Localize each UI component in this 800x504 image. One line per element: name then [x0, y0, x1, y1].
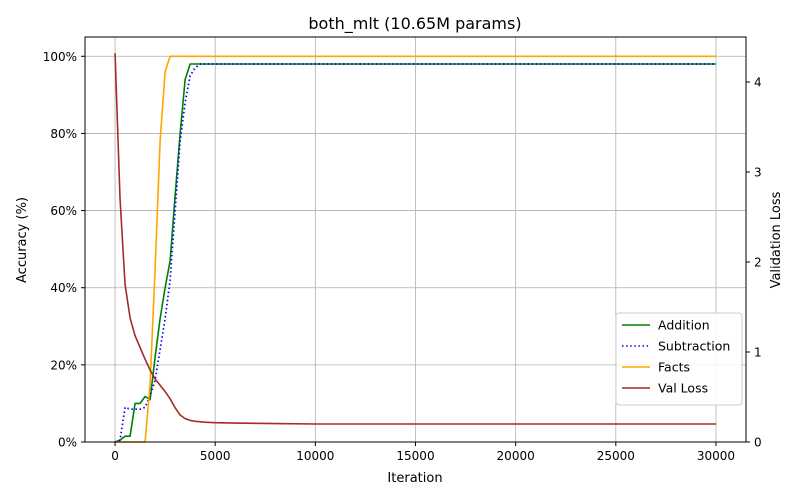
x-axis-label: Iteration — [387, 471, 442, 486]
legend-label: Subtraction — [658, 339, 730, 354]
y2-tick-label: 1 — [754, 346, 762, 360]
x-tick-label: 20000 — [497, 449, 535, 463]
legend-box — [615, 312, 743, 406]
x-tick-label: 15000 — [396, 449, 434, 463]
y2-tick-label: 3 — [754, 166, 762, 180]
x-tick-label: 5000 — [200, 449, 231, 463]
x-tick-label: 10000 — [296, 449, 334, 463]
y-tick-label: 0% — [58, 436, 77, 450]
x-tick-label: 25000 — [597, 449, 635, 463]
y-tick-label: 40% — [50, 281, 77, 295]
series-line-val-loss — [114, 53, 716, 425]
axes: 0 5000 10000 15000 20000 25000 30000 0% 20% 40% 60… — [43, 36, 762, 463]
y-tick-label: 60% — [50, 204, 77, 218]
y2-tick-label: 4 — [754, 76, 762, 90]
chart-title: both_mlt (10.65M params) — [308, 14, 521, 34]
y-axis-label: Accuracy (%) — [15, 197, 30, 283]
y2-tick-label: 2 — [754, 256, 762, 270]
y-tick-label: 20% — [50, 358, 77, 372]
legend-label: Val Loss — [658, 381, 708, 396]
legend-label: Addition — [658, 318, 710, 333]
y-tick-label: 100% — [43, 50, 77, 64]
y2-axis-label: Validation Loss — [769, 191, 784, 288]
x-tick-label: 0 — [111, 449, 119, 463]
x-tick-label: 30000 — [697, 449, 735, 463]
legend-label: Facts — [658, 360, 690, 375]
y-tick-label: 80% — [50, 127, 77, 141]
legend: Addition Subtraction Facts Val Loss — [615, 312, 743, 406]
series-line-subtraction — [114, 63, 716, 443]
y2-tick-label: 0 — [754, 436, 762, 450]
series-line-addition — [114, 63, 716, 443]
